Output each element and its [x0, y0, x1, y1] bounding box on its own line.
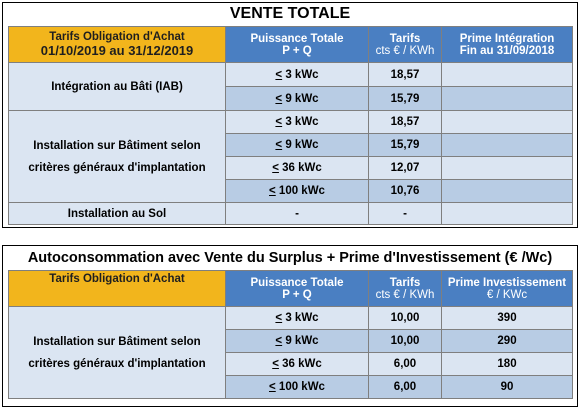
autoconso-table: Tarifs Obligation d'Achat Puissance Tota… — [8, 270, 573, 399]
power-cell: < 3 kWc — [225, 306, 369, 330]
power-cell: < 3 kWc — [225, 110, 369, 134]
prime-cell — [441, 156, 573, 180]
tarif-cell: 6,00 — [368, 352, 442, 376]
group-label-sol: Installation au Sol — [8, 202, 226, 225]
group-label-batiment: Installation sur Bâtiment selon critères… — [8, 110, 226, 203]
vente-totale-panel: VENTE TOTALE Tarifs Obligation d'Achat 0… — [2, 2, 578, 228]
prime-cell — [441, 133, 573, 157]
table-row: Installation au Sol - - — [8, 202, 573, 225]
tarif-cell: 15,79 — [368, 133, 442, 157]
table-row: < 100 kWc 10,76 — [9, 179, 573, 203]
autoconso-title: Autoconsommation avec Vente du Surplus +… — [27, 250, 553, 266]
header-cell-tarifs-obligation: Tarifs Obligation d'Achat 01/10/2019 au … — [8, 26, 226, 63]
prime-cell — [441, 179, 573, 203]
tarif-cell: 10,00 — [368, 306, 442, 330]
prime-cell — [441, 110, 573, 134]
power-cell: < 3 kWc — [225, 62, 369, 87]
tarif-cell: 10,00 — [368, 329, 442, 353]
group-label-batiment: Installation sur Bâtiment selon critères… — [8, 306, 226, 399]
prime-cell: 90 — [441, 375, 573, 399]
header-cell-puissance: Puissance Totale P + Q — [225, 26, 369, 63]
table-row: Installation sur Bâtiment selon critères… — [8, 306, 573, 399]
vente-totale-table: Tarifs Obligation d'Achat 01/10/2019 au … — [8, 26, 573, 225]
prime-cell: 290 — [441, 329, 573, 353]
tarif-cell: 6,00 — [368, 375, 442, 399]
power-cell: < 9 kWc — [225, 86, 369, 111]
prime-cell: 180 — [441, 352, 573, 376]
header-cell-tarifs-obligation: Tarifs Obligation d'Achat — [8, 270, 226, 307]
header-cell-prime-integration: Prime Intégration Fin au 31/09/2018 — [441, 26, 573, 63]
header-cell-tarifs: Tarifs cts € / KWh — [368, 26, 442, 63]
tarif-cell: 18,57 — [368, 110, 442, 134]
table-row: < 36 kWc 12,07 — [9, 156, 573, 180]
power-cell: < 9 kWc — [225, 133, 369, 157]
header-cell-puissance: Puissance Totale P + Q — [225, 270, 369, 307]
tarif-cell: - — [368, 202, 442, 225]
prime-cell: 390 — [441, 306, 573, 330]
table-header-row: Tarifs Obligation d'Achat 01/10/2019 au … — [8, 26, 573, 63]
tarif-cell: 10,76 — [368, 179, 442, 203]
table-row: Installation sur Bâtiment selon critères… — [8, 110, 573, 203]
vente-totale-title: VENTE TOTALE — [229, 5, 351, 22]
table-row: < 9 kWc 15,79 — [9, 86, 573, 111]
power-cell: < 36 kWc — [225, 352, 369, 376]
table-row: < 9 kWc 10,00 290 — [9, 329, 573, 353]
power-cell: < 100 kWc — [225, 179, 369, 203]
prime-cell — [441, 86, 573, 111]
autoconso-panel: Autoconsommation avec Vente du Surplus +… — [2, 245, 578, 407]
power-cell: < 9 kWc — [225, 329, 369, 353]
power-cell: < 36 kWc — [225, 156, 369, 180]
power-cell: < 100 kWc — [225, 375, 369, 399]
tarif-cell: 18,57 — [368, 62, 442, 87]
table-header-row: Tarifs Obligation d'Achat Puissance Tota… — [8, 270, 573, 307]
prime-cell — [441, 202, 573, 225]
table-row: < 36 kWc 6,00 180 — [9, 352, 573, 376]
tarif-cell: 15,79 — [368, 86, 442, 111]
header-cell-tarifs: Tarifs cts € / KWh — [368, 270, 442, 307]
table-row: < 9 kWc 15,79 — [9, 133, 573, 157]
power-cell: - — [225, 202, 369, 225]
group-label-iab: Intégration au Bâti (IAB) — [8, 62, 226, 111]
prime-cell — [441, 62, 573, 87]
header-cell-prime-investissement: Prime Investissement € / KWc — [441, 270, 573, 307]
table-row: Intégration au Bâti (IAB) < 3 kWc 18,57 — [8, 62, 573, 111]
table-row: < 100 kWc 6,00 90 — [9, 375, 573, 399]
tarif-cell: 12,07 — [368, 156, 442, 180]
